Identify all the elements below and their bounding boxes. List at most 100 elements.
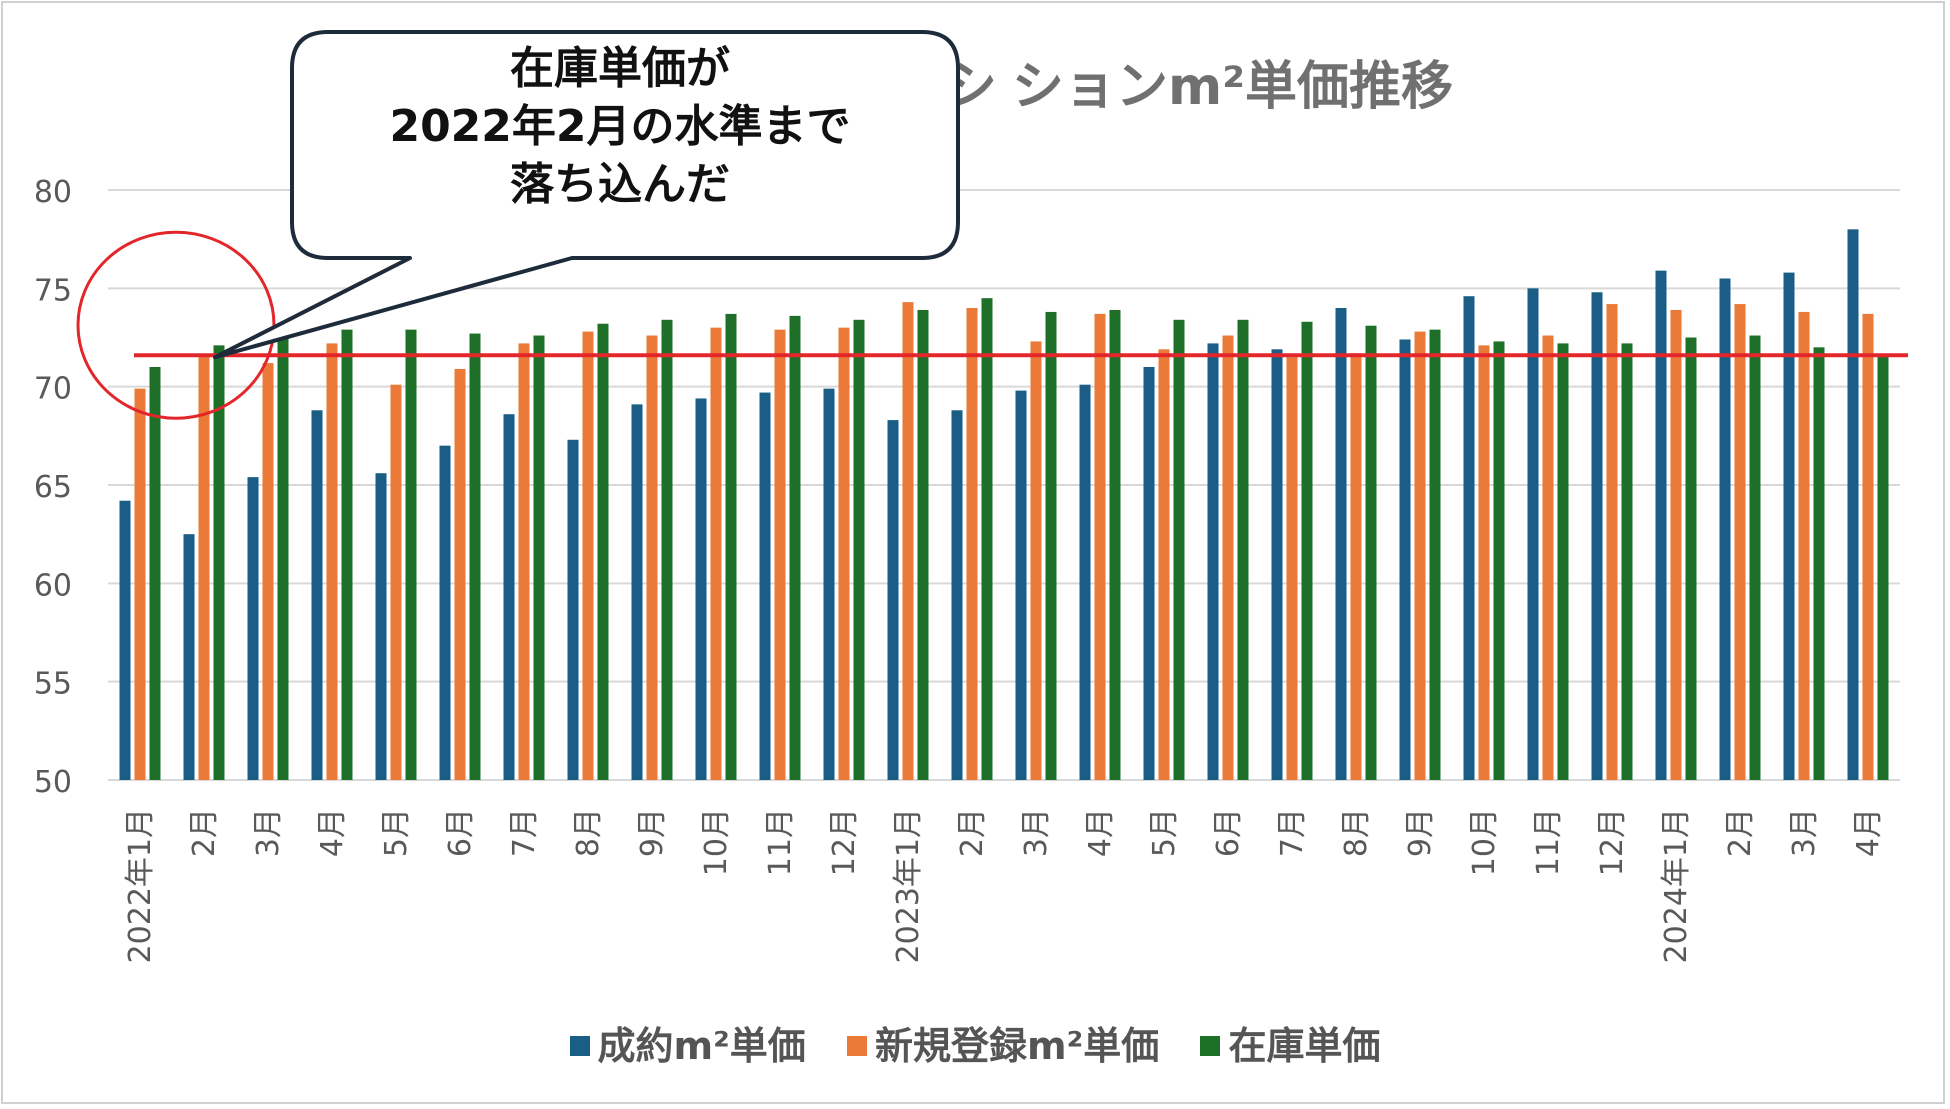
bar xyxy=(853,319,865,780)
bar xyxy=(1271,349,1283,780)
x-tick-label: 4月 xyxy=(315,808,350,857)
bar xyxy=(1222,335,1234,780)
bar xyxy=(1862,313,1874,780)
x-tick-label: 8月 xyxy=(571,808,606,857)
bar xyxy=(1414,331,1426,780)
bar xyxy=(1557,343,1569,780)
bar xyxy=(469,333,481,780)
bar xyxy=(533,335,545,780)
bar xyxy=(1734,304,1746,780)
x-tick-label: 2月 xyxy=(187,808,222,857)
bar xyxy=(1429,329,1441,780)
bar xyxy=(1591,292,1603,780)
x-tick-label: 2月 xyxy=(955,808,990,857)
x-tick-label: 3月 xyxy=(251,808,286,857)
legend-swatch-new xyxy=(846,1035,867,1056)
x-tick-label: 12月 xyxy=(1595,808,1630,876)
bar xyxy=(774,329,786,780)
bar xyxy=(838,327,850,780)
x-tick-label: 3月 xyxy=(1787,808,1822,857)
bar xyxy=(1045,311,1057,780)
legend-swatch-stock xyxy=(1200,1035,1221,1056)
x-tick-label: 10月 xyxy=(699,808,734,876)
x-tick-label: 7月 xyxy=(1275,808,1310,857)
bar xyxy=(454,368,466,780)
x-tick-label: 8月 xyxy=(1339,808,1374,857)
bar xyxy=(1478,345,1490,780)
bar xyxy=(341,329,353,780)
bar xyxy=(902,302,914,780)
bar xyxy=(1399,339,1411,780)
highlight-circle xyxy=(76,230,276,420)
bar xyxy=(951,410,963,780)
bar xyxy=(198,355,210,780)
x-tick-label: 4月 xyxy=(1083,808,1118,857)
bar xyxy=(1813,347,1825,780)
bar xyxy=(1286,357,1298,780)
x-tick-label: 12月 xyxy=(827,808,862,876)
bar xyxy=(311,410,323,780)
bar xyxy=(1877,355,1889,780)
bar xyxy=(405,329,417,780)
legend-label: 成約m²単価 xyxy=(597,1024,806,1068)
x-tick-label: 2024年1月 xyxy=(1659,808,1694,963)
bar xyxy=(1335,308,1347,780)
bar xyxy=(725,313,737,780)
legend-label: 新規登録m²単価 xyxy=(874,1024,1160,1068)
bar xyxy=(1015,390,1027,780)
bar xyxy=(1606,304,1618,780)
legend-item-stock: 在庫単価 xyxy=(1200,1015,1380,1070)
chart-title: ションm²単価推移 xyxy=(1012,57,1453,117)
bar xyxy=(1527,288,1539,780)
x-tick-label: 2023年1月 xyxy=(891,808,926,963)
x-tick-label: 6月 xyxy=(1211,808,1246,857)
callout-bubble xyxy=(213,30,960,360)
legend-item-contract: 成約m²単価 xyxy=(569,1015,806,1070)
legend: 成約m²単価 新規登録m²単価 在庫単価 xyxy=(0,1015,1950,1070)
bar xyxy=(759,392,771,780)
bar xyxy=(567,439,579,780)
x-tick-label: 11月 xyxy=(1531,808,1566,876)
x-tick-label: 11月 xyxy=(763,808,798,876)
bar xyxy=(1109,309,1121,780)
legend-label: 在庫単価 xyxy=(1228,1024,1381,1068)
bar xyxy=(183,534,195,780)
bar xyxy=(277,337,289,780)
x-tick-label: 7月 xyxy=(507,808,542,857)
x-tick-label: 4月 xyxy=(1851,808,1886,857)
bar xyxy=(1158,349,1170,780)
bar xyxy=(1783,272,1795,780)
bar xyxy=(1719,278,1731,780)
bar xyxy=(119,500,131,780)
bar xyxy=(1301,321,1313,780)
bar xyxy=(1621,343,1633,780)
bar xyxy=(1094,313,1106,780)
bar xyxy=(1685,337,1697,780)
bar xyxy=(439,445,451,780)
bar xyxy=(789,315,801,780)
x-tick-label: 2022年1月 xyxy=(123,808,158,963)
bar xyxy=(247,477,259,780)
y-tick-label: 55 xyxy=(34,667,72,702)
bar xyxy=(582,331,594,780)
bar xyxy=(597,323,609,780)
bar xyxy=(213,345,225,780)
bar xyxy=(1143,367,1155,780)
bar xyxy=(134,388,146,780)
y-tick-label: 80 xyxy=(34,175,72,210)
x-tick-label: 9月 xyxy=(1403,808,1438,857)
bar xyxy=(503,414,515,780)
bar xyxy=(966,308,978,780)
x-tick-label: 9月 xyxy=(635,808,670,857)
bar xyxy=(631,404,643,780)
bar xyxy=(1365,325,1377,780)
bar xyxy=(695,398,707,780)
bar xyxy=(375,473,387,780)
callout-line-1: 在庫単価が xyxy=(510,43,730,94)
bar xyxy=(1079,384,1091,780)
x-tick-label: 6月 xyxy=(443,808,478,857)
bar xyxy=(981,298,993,780)
legend-item-new: 新規登録m²単価 xyxy=(846,1015,1160,1070)
bar xyxy=(1237,319,1249,780)
